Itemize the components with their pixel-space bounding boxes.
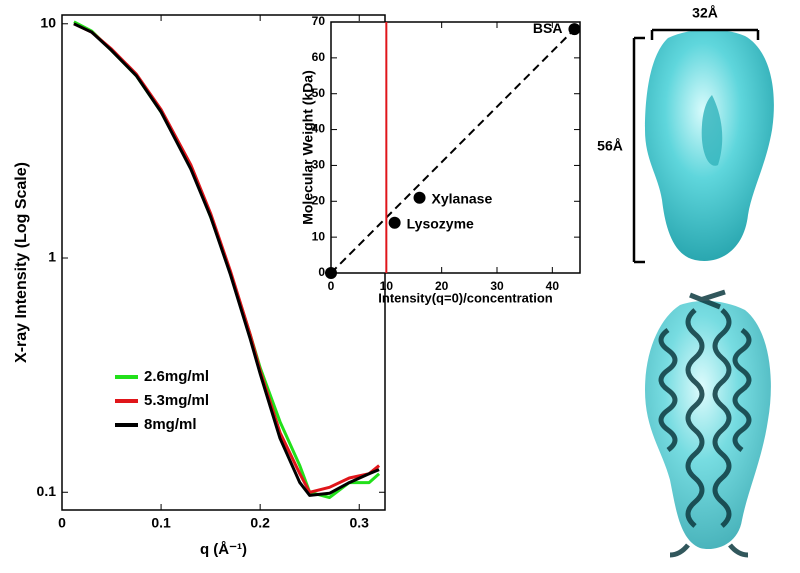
width-label: 32Å — [692, 5, 718, 21]
x-tick-label: 0 — [58, 515, 66, 531]
data-point — [568, 23, 581, 36]
x-tick-label: 0.2 — [250, 515, 270, 531]
y-tick-label: 0.1 — [37, 483, 57, 499]
x-tick-label: 30 — [490, 279, 504, 293]
y-tick-label: 20 — [312, 193, 326, 207]
y-tick-label: 0 — [318, 265, 325, 279]
x-tick-label: 0 — [328, 279, 335, 293]
legend-label: 2.6mg/ml — [144, 368, 209, 385]
data-point — [388, 216, 401, 229]
y-axis-label: X-ray Intensity (Log Scale) — [13, 162, 30, 363]
x-tick-label: 20 — [435, 279, 449, 293]
point-label: BSA — [533, 20, 563, 36]
point-label: Xylanase — [432, 190, 493, 206]
legend-label: 8mg/ml — [144, 416, 197, 433]
y-tick-label: 60 — [312, 50, 326, 64]
x-axis-label: q (Å⁻¹) — [200, 541, 247, 558]
y-tick-label: 10 — [312, 229, 326, 243]
x-tick-label: 0.3 — [350, 515, 370, 531]
data-point — [413, 191, 426, 204]
y-tick-label: 40 — [312, 122, 326, 136]
data-line — [73, 22, 380, 497]
model-top: 32Å 56Å — [597, 5, 774, 264]
x-tick-label: 10 — [380, 279, 394, 293]
y-tick-label: 10 — [40, 14, 56, 30]
fit-line — [330, 28, 576, 274]
y-tick-label: 50 — [312, 86, 326, 100]
x-axis-label: Intensity(q=0)/concentration — [378, 290, 552, 305]
model-bottom — [645, 289, 771, 558]
x-tick-label: 40 — [546, 279, 560, 293]
y-tick-label: 1 — [48, 249, 56, 265]
y-tick-label: 70 — [312, 14, 326, 28]
y-axis-label: Molecular Weight (kDa) — [300, 70, 316, 225]
height-label: 56Å — [597, 138, 623, 154]
data-point — [325, 267, 337, 279]
legend-label: 5.3mg/ml — [144, 392, 209, 409]
point-label: Lysozyme — [407, 216, 474, 232]
y-tick-label: 30 — [312, 158, 326, 172]
x-tick-label: 0.1 — [151, 515, 171, 531]
